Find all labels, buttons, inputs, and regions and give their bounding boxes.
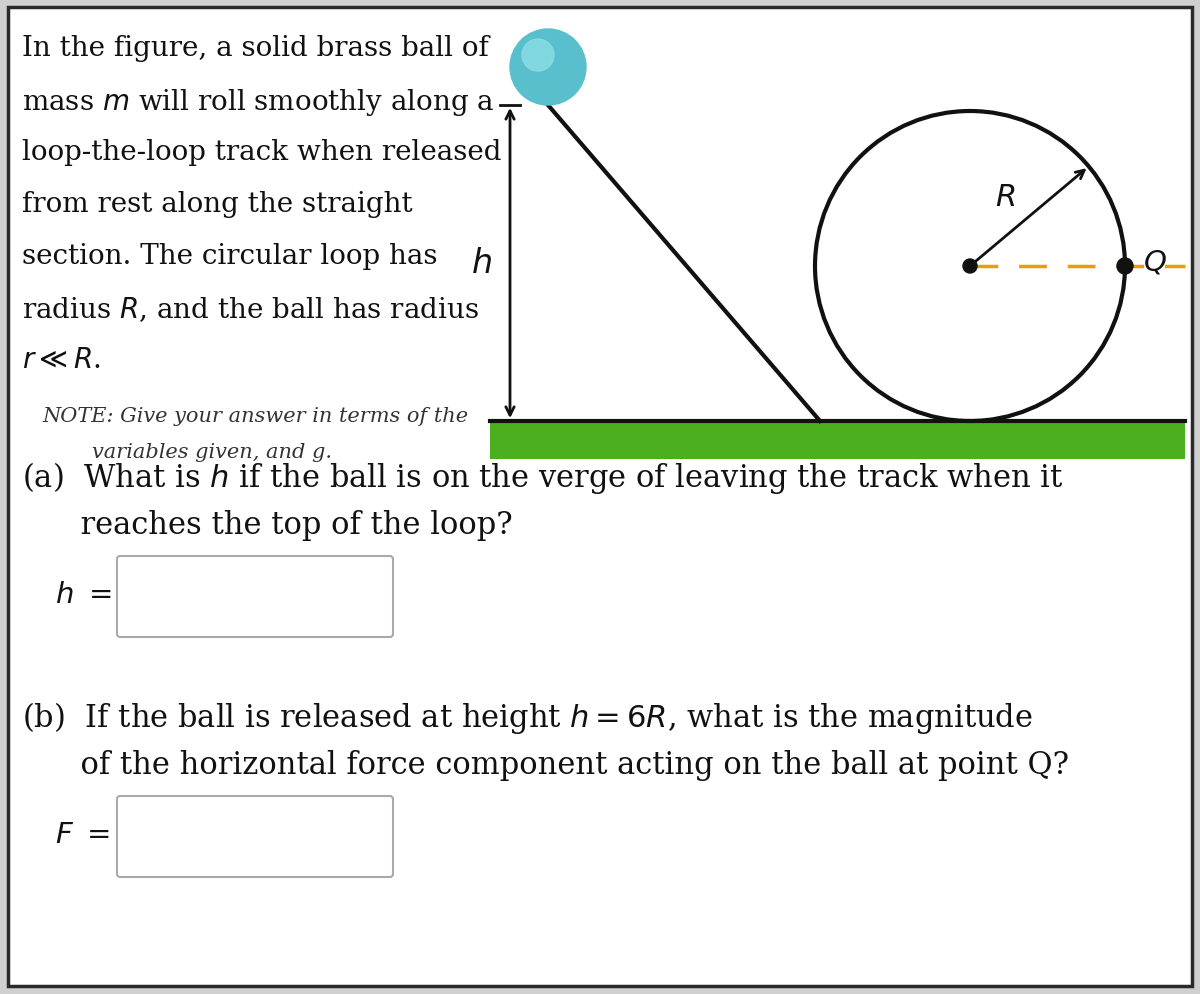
Text: $h$: $h$ [472,248,492,279]
Text: radius $R$, and the ball has radius: radius $R$, and the ball has radius [22,294,479,324]
Circle shape [964,259,977,273]
Text: loop-the-loop track when released: loop-the-loop track when released [22,139,502,166]
Text: of the horizontal force component acting on the ball at point Q?: of the horizontal force component acting… [22,749,1069,780]
Circle shape [510,30,586,106]
Text: In the figure, a solid brass ball of: In the figure, a solid brass ball of [22,35,488,62]
Circle shape [1117,258,1133,274]
Circle shape [522,40,554,72]
Text: $R$: $R$ [995,181,1015,213]
Text: $h\ =$: $h\ =$ [55,580,112,608]
Text: reaches the top of the loop?: reaches the top of the loop? [22,510,512,541]
FancyBboxPatch shape [118,796,394,877]
Text: $Q$: $Q$ [1142,248,1166,275]
Text: (b)  If the ball is released at height $h = 6R$, what is the magnitude: (b) If the ball is released at height $h… [22,700,1033,736]
Text: (a)  What is $h$ if the ball is on the verge of leaving the track when it: (a) What is $h$ if the ball is on the ve… [22,459,1063,495]
Text: variables given, and g.: variables given, and g. [92,442,332,461]
Bar [490,419,1186,459]
FancyBboxPatch shape [118,557,394,637]
Text: mass $m$ will roll smoothly along a: mass $m$ will roll smoothly along a [22,86,494,118]
Text: $F\ =$: $F\ =$ [55,820,110,848]
Text: from rest along the straight: from rest along the straight [22,191,413,218]
Text: section. The circular loop has: section. The circular loop has [22,243,438,269]
Text: $r \ll R$.: $r \ll R$. [22,347,101,374]
Text: NOTE: Give your answer in terms of the: NOTE: Give your answer in terms of the [42,407,468,425]
